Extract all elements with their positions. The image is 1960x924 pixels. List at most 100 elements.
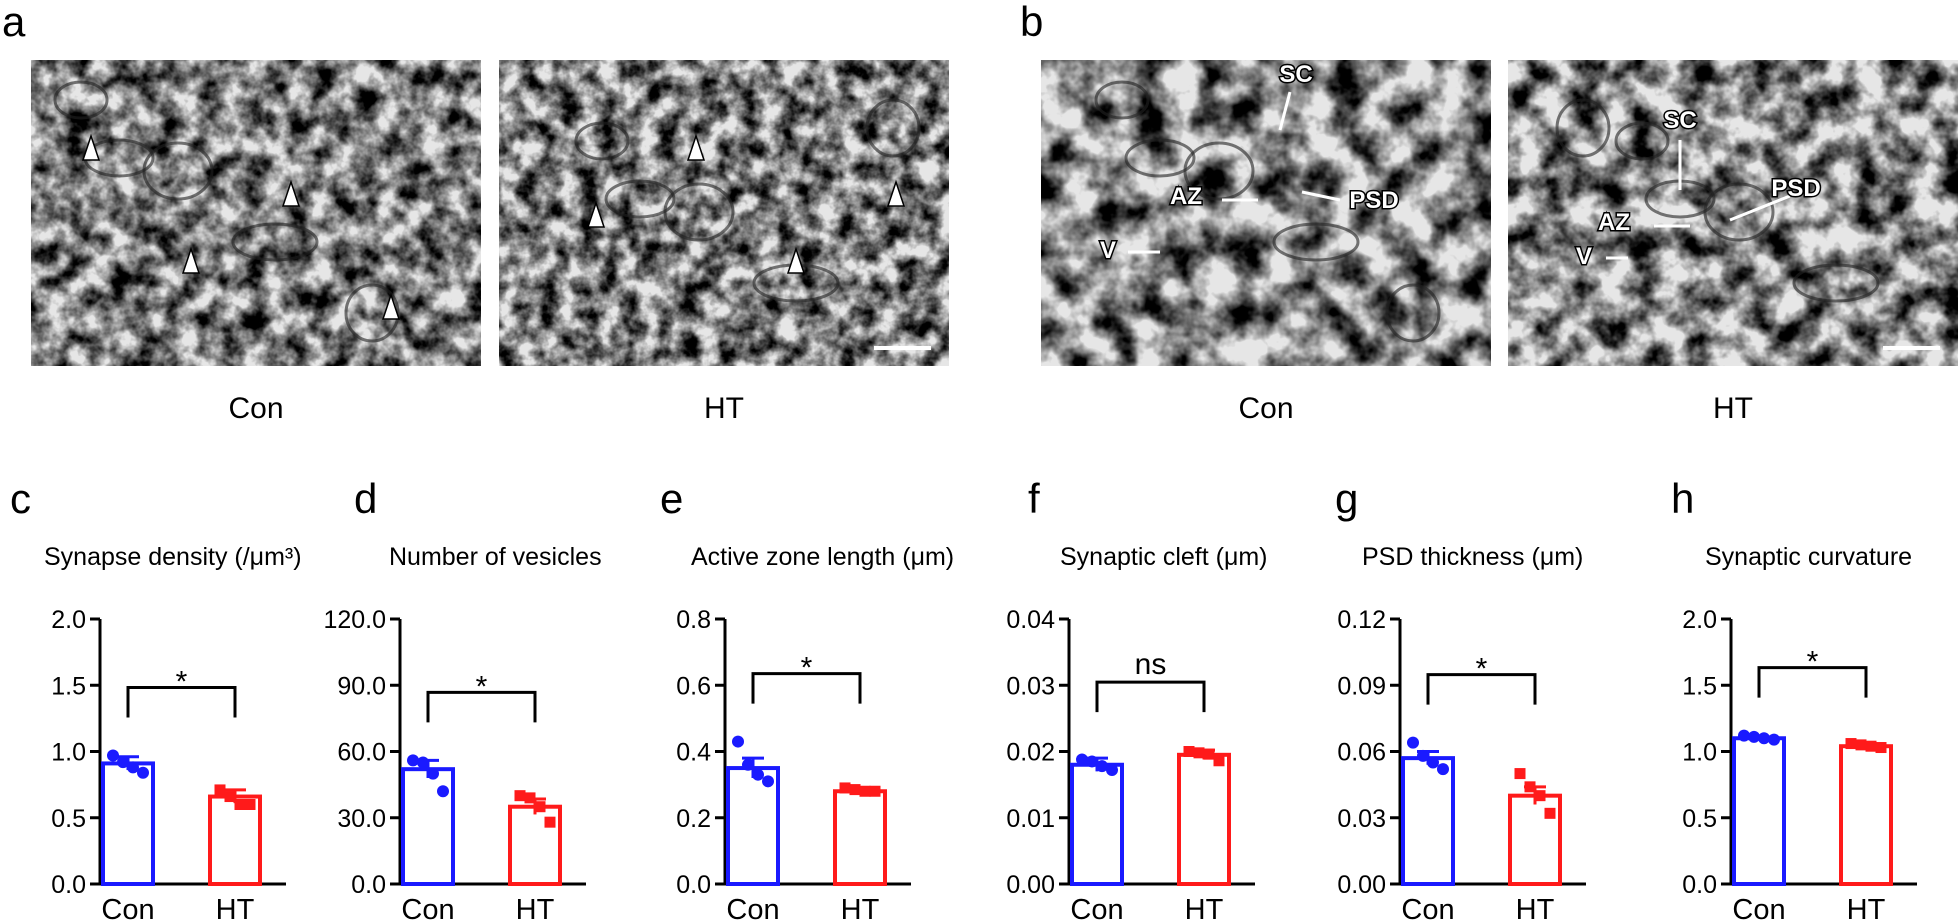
- micrograph-texture: [1041, 60, 1491, 366]
- significance-label: ns: [1135, 648, 1167, 681]
- x-tick-label: Con: [726, 894, 779, 924]
- y-tick-label: 0.12: [1337, 606, 1386, 634]
- organelle: [574, 121, 630, 161]
- organelle: [231, 222, 319, 262]
- y-tick-label: 1.5: [1682, 672, 1717, 700]
- data-point: [1534, 790, 1546, 802]
- data-point: [1875, 742, 1887, 754]
- y-tick-label: 0.2: [676, 805, 711, 833]
- organelle: [604, 179, 676, 219]
- y-tick-label: 1.0: [1682, 739, 1717, 767]
- y-tick-label: 0.03: [1337, 805, 1386, 833]
- data-point: [1514, 768, 1526, 780]
- annotation-arrow: [1301, 190, 1341, 202]
- x-tick-label: HT: [216, 894, 255, 924]
- y-tick-label: 120.0: [323, 606, 386, 634]
- significance-bracket: [751, 672, 862, 704]
- micrograph: [499, 60, 949, 366]
- data-point: [1768, 733, 1780, 746]
- image-caption: HT: [1713, 392, 1753, 425]
- y-tick-label: 30.0: [337, 805, 386, 833]
- image-caption: Con: [1238, 392, 1293, 425]
- data-point: [1076, 753, 1088, 766]
- data-point: [1183, 746, 1195, 757]
- data-point: [1407, 736, 1419, 749]
- data-point: [1845, 738, 1857, 750]
- arrowhead: [886, 179, 906, 207]
- organelle: [1385, 283, 1441, 343]
- annotation: V: [1100, 237, 1116, 264]
- annotation: SC: [1279, 61, 1312, 88]
- micrograph: SC AZ PSD V: [1508, 60, 1958, 366]
- significance-label: *: [476, 670, 488, 703]
- micrograph: SC AZ PSD V: [1041, 60, 1491, 366]
- arrowhead: [786, 246, 806, 274]
- bar: [1177, 752, 1231, 886]
- data-point: [859, 785, 871, 797]
- significance-bracket: [1757, 666, 1868, 698]
- x-tick-label: Con: [1070, 894, 1123, 924]
- y-tick-label: 0.0: [676, 871, 711, 899]
- x-tick-label: HT: [841, 894, 880, 924]
- organelle: [1614, 121, 1670, 161]
- organelle: [1272, 222, 1360, 262]
- arrowhead: [586, 200, 606, 228]
- panel-letter: f: [1028, 475, 1040, 522]
- chart-title: Synaptic curvature: [1705, 543, 1912, 571]
- data-point: [732, 735, 744, 748]
- data-point: [1086, 755, 1098, 768]
- y-tick-label: 0.01: [1006, 805, 1055, 833]
- x-tick-label: Con: [401, 894, 454, 924]
- data-point: [524, 792, 536, 804]
- annotation: V: [1576, 243, 1592, 270]
- annotation: AZ: [1170, 183, 1202, 210]
- data-point: [514, 790, 526, 802]
- data-point: [127, 761, 139, 774]
- micrograph-texture: [1508, 60, 1958, 366]
- bar: [833, 789, 887, 886]
- panel-letter: a: [2, 0, 26, 45]
- data-point: [839, 782, 851, 794]
- y-tick-label: 0.0: [1682, 871, 1717, 899]
- arrowhead: [281, 179, 301, 207]
- image-caption: HT: [704, 392, 744, 425]
- significance-label: *: [1476, 653, 1488, 686]
- organelle: [865, 98, 921, 158]
- organelle: [344, 283, 400, 343]
- organelle: [1792, 263, 1880, 303]
- x-tick-label: HT: [1847, 894, 1886, 924]
- micrograph-texture: [499, 60, 949, 366]
- annotation: PSD: [1771, 175, 1820, 202]
- organelle: [1124, 138, 1196, 178]
- chart-title: Number of vesicles: [389, 543, 602, 571]
- bar: [208, 794, 262, 886]
- panel-letter: b: [1020, 0, 1043, 45]
- data-point: [742, 758, 754, 771]
- bar: [1070, 762, 1124, 886]
- data-point: [224, 791, 236, 803]
- data-point: [1748, 730, 1760, 743]
- bar: [101, 761, 155, 886]
- y-tick-label: 2.0: [1682, 606, 1717, 634]
- annotation: PSD: [1349, 187, 1398, 214]
- data-point: [544, 816, 556, 828]
- arrowhead: [686, 133, 706, 161]
- significance-bracket: [126, 685, 237, 718]
- x-tick-label: HT: [1516, 894, 1555, 924]
- micrograph-texture: [31, 60, 481, 366]
- y-tick-label: 1.0: [51, 739, 86, 767]
- data-point: [869, 785, 881, 797]
- y-tick-label: 90.0: [337, 672, 386, 700]
- data-point: [1427, 756, 1439, 769]
- significance-label: *: [1807, 646, 1819, 679]
- x-tick-label: HT: [516, 894, 555, 924]
- y-tick-label: 0.09: [1337, 672, 1386, 700]
- y-tick-label: 0.04: [1006, 606, 1055, 634]
- data-point: [1193, 747, 1205, 759]
- y-tick-label: 0.4: [676, 739, 711, 767]
- data-point: [1524, 781, 1536, 793]
- y-tick-label: 0.8: [676, 606, 711, 634]
- annotation: SC: [1663, 107, 1696, 134]
- data-point: [117, 756, 129, 769]
